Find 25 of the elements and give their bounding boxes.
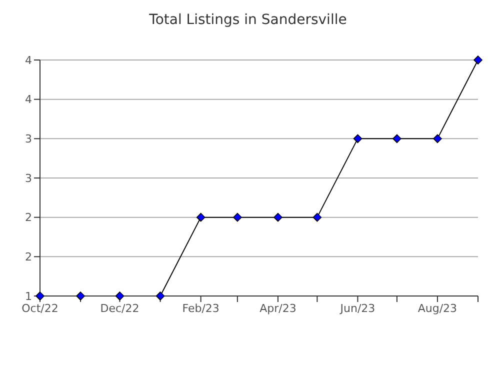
x-tick-label: Feb/23 (182, 302, 220, 315)
point (433, 134, 442, 144)
x-tick-label: Oct/22 (22, 302, 58, 315)
y-tick-label: 3 (25, 132, 32, 146)
point (196, 212, 206, 222)
x-tick-label: Apr/23 (260, 302, 296, 315)
y-tick-label: 2 (25, 211, 32, 224)
y-tick-label: 1 (25, 290, 32, 303)
point (115, 292, 124, 300)
x-tick-label: Jun/23 (339, 302, 376, 315)
y-tick-label: 3 (25, 172, 32, 185)
y-tick-label: 2 (25, 250, 32, 264)
point (353, 134, 362, 144)
chart-title: Total Listings in Sandersville (148, 12, 348, 28)
point (274, 212, 282, 222)
point (156, 292, 165, 300)
point (474, 56, 482, 64)
y-tick-label: 4 (25, 54, 32, 67)
x-tick-label: Aug/23 (418, 302, 458, 315)
x-tick-label: Dec/22 (100, 302, 140, 315)
point (392, 134, 402, 144)
point (233, 212, 242, 222)
y-tick-label: 4 (25, 93, 32, 106)
point (312, 212, 322, 222)
point (76, 292, 85, 300)
